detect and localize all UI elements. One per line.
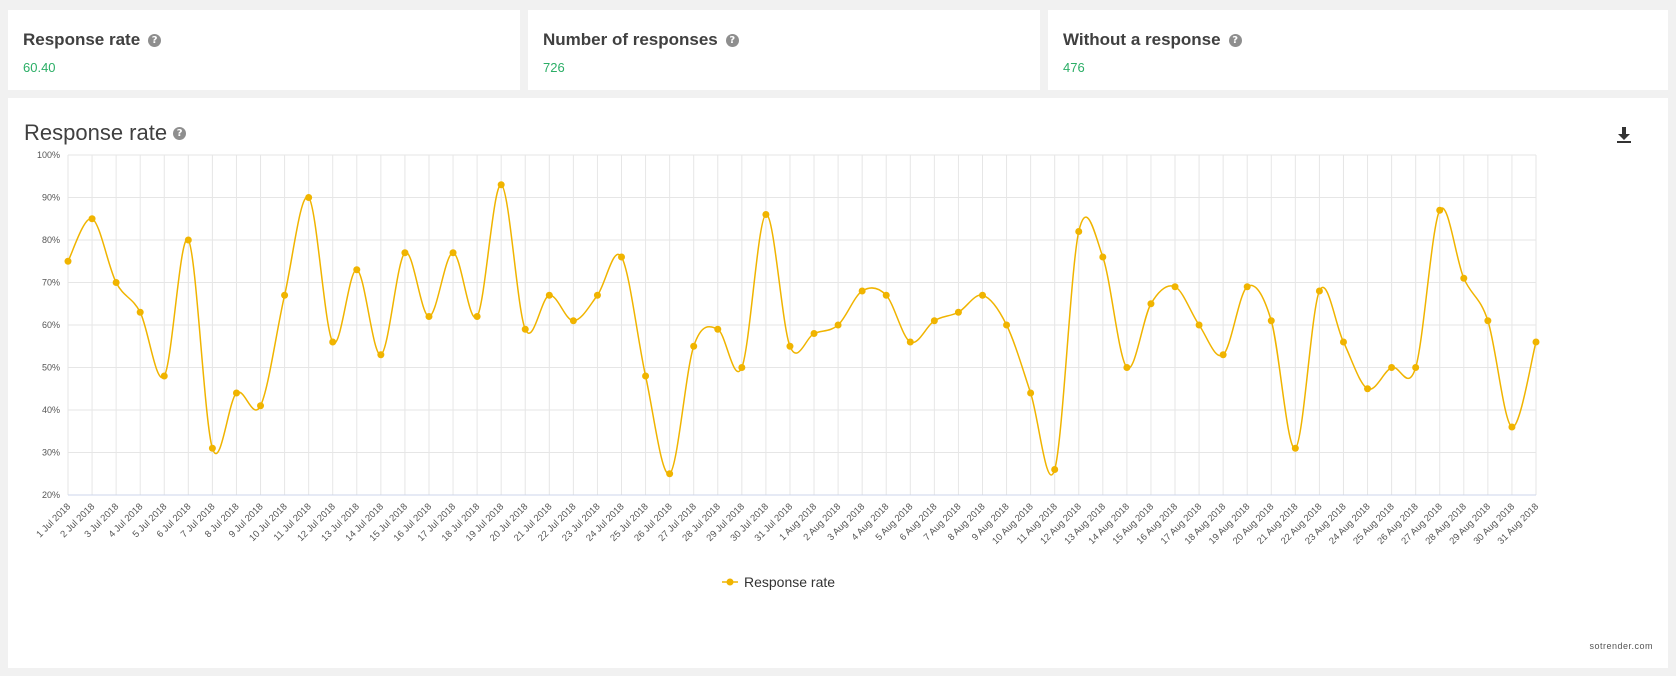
data-point — [1123, 364, 1131, 371]
data-point — [1291, 444, 1299, 452]
data-point — [569, 317, 577, 325]
data-point — [1532, 338, 1540, 346]
data-point — [136, 308, 144, 316]
y-tick-label: 90% — [42, 193, 60, 203]
data-point — [1484, 317, 1492, 325]
data-point — [1195, 321, 1203, 329]
y-tick-label: 30% — [42, 448, 60, 458]
kpi-value: 726 — [543, 60, 565, 75]
data-point — [714, 325, 722, 333]
kpi-title-row: Without a response ? — [1063, 30, 1668, 50]
line-chart: 20%30%40%50%60%70%80%90%100%1 Jul 20182 … — [34, 150, 1541, 590]
data-point — [377, 351, 385, 359]
kpi-title: Without a response — [1063, 30, 1221, 49]
data-point — [1003, 321, 1011, 329]
data-point — [593, 291, 601, 299]
legend-label: Response rate — [744, 574, 835, 590]
data-point — [1339, 338, 1347, 346]
data-point — [834, 321, 842, 329]
help-icon[interactable]: ? — [725, 33, 739, 47]
data-point — [1364, 385, 1372, 393]
data-point — [545, 291, 553, 299]
data-point — [64, 257, 72, 265]
y-tick-label: 60% — [42, 320, 60, 330]
data-point — [810, 330, 818, 337]
kpi-title-row: Response rate ? — [23, 30, 520, 50]
data-point — [1315, 287, 1323, 295]
y-tick-label: 20% — [42, 490, 60, 500]
data-point — [642, 372, 650, 380]
data-point — [281, 291, 289, 299]
chart-panel-title-row: Response rate ? — [24, 120, 187, 146]
data-point — [1508, 423, 1516, 431]
data-point — [954, 308, 962, 316]
data-point — [1171, 283, 1179, 291]
chart-panel: Response rate ? 20% 30% 40% 50% 60% 70% 80% 90%… — [8, 98, 1668, 668]
data-point — [1436, 206, 1444, 214]
download-icon[interactable] — [1616, 126, 1632, 144]
data-point — [618, 253, 626, 261]
y-tick-label: 100% — [37, 150, 60, 160]
data-point — [521, 325, 529, 333]
data-point — [882, 291, 890, 299]
kpi-title: Number of responses — [543, 30, 718, 49]
help-icon[interactable]: ? — [148, 33, 162, 47]
data-point — [1027, 389, 1035, 397]
data-point — [401, 249, 409, 257]
data-point — [88, 215, 96, 223]
data-point — [1267, 317, 1275, 325]
kpi-value: 476 — [1063, 60, 1085, 75]
data-point — [160, 372, 168, 380]
data-point — [1219, 351, 1227, 359]
data-point — [208, 444, 216, 452]
data-point — [184, 236, 192, 244]
data-point — [666, 470, 674, 478]
data-point — [473, 313, 481, 320]
data-point — [353, 266, 361, 274]
data-point — [1412, 364, 1420, 371]
data-point — [858, 287, 866, 295]
data-point — [906, 338, 914, 346]
data-point — [449, 249, 457, 257]
kpi-card-number-of-responses: Number of responses ? 726 — [528, 10, 1040, 90]
y-tick-label: 80% — [42, 235, 60, 245]
data-point — [930, 317, 938, 325]
data-point — [1051, 466, 1059, 473]
kpi-card-without-response: Without a response ? 476 — [1048, 10, 1668, 90]
data-point — [786, 342, 794, 350]
kpi-title-row: Number of responses ? — [543, 30, 1040, 50]
data-point — [305, 194, 313, 201]
data-point — [112, 279, 120, 286]
data-point — [329, 338, 337, 346]
data-point — [497, 181, 505, 189]
help-icon[interactable]: ? — [1228, 33, 1242, 47]
data-point — [232, 389, 240, 397]
data-point — [762, 211, 770, 218]
y-tick-label: 70% — [42, 278, 60, 288]
data-point — [1099, 253, 1107, 261]
kpi-value: 60.40 — [23, 60, 56, 75]
data-point — [978, 291, 986, 299]
data-point — [1460, 274, 1468, 282]
y-tick-label: 50% — [42, 363, 60, 373]
series-line — [67, 183, 1537, 476]
data-point — [1075, 228, 1083, 235]
data-point — [1243, 283, 1251, 291]
legend-marker — [726, 578, 734, 586]
chart-title: Response rate — [24, 120, 168, 145]
help-icon[interactable]: ? — [173, 126, 187, 140]
kpi-card-response-rate: Response rate ? 60.40 — [8, 10, 520, 90]
data-point — [257, 402, 265, 410]
data-point — [690, 342, 698, 350]
data-point — [425, 313, 433, 320]
watermark: sotrender.com — [1589, 641, 1653, 651]
kpi-title: Response rate — [23, 30, 141, 49]
y-tick-label: 40% — [42, 405, 60, 415]
data-point — [1147, 300, 1155, 308]
data-point — [1388, 364, 1396, 371]
data-point — [738, 364, 746, 371]
